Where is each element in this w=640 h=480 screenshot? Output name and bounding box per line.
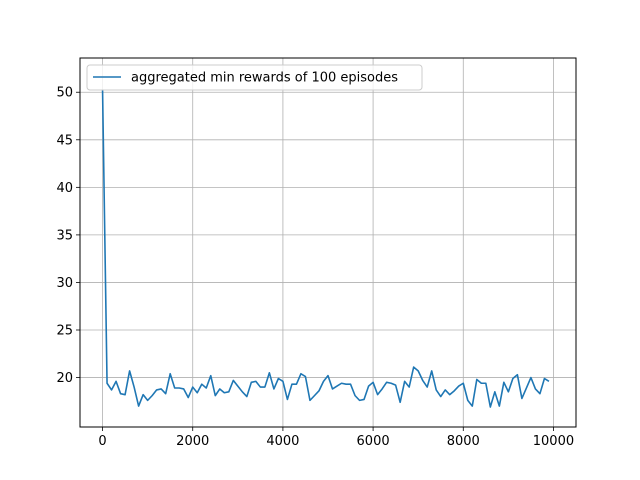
- y-tick-label: 40: [56, 181, 73, 196]
- legend-box: [86, 64, 423, 91]
- y-tick-label: 30: [56, 276, 73, 291]
- y-tick-label: 25: [56, 323, 73, 338]
- x-tick-label: 8000: [447, 434, 480, 449]
- x-tick-label: 2000: [176, 434, 209, 449]
- legend: aggregated min rewards of 100 episodes: [86, 64, 423, 91]
- y-tick-label: 50: [56, 86, 73, 101]
- y-tick-label: 45: [56, 133, 73, 148]
- x-tick-label: 4000: [266, 434, 299, 449]
- legend-label: aggregated min rewards of 100 episodes: [131, 71, 398, 86]
- x-tick-label: 10000: [533, 434, 574, 449]
- series-layer: [101, 89, 550, 408]
- x-tick-label: 0: [98, 434, 106, 449]
- series-line: [101, 89, 550, 408]
- x-tick-label: 6000: [357, 434, 390, 449]
- y-tick-label: 20: [56, 371, 73, 386]
- grid-lines: [80, 58, 576, 427]
- plot-area: [80, 58, 576, 427]
- axes-frame: [79, 57, 577, 428]
- y-tick-label: 35: [56, 228, 73, 243]
- tick-marks: 0 2000 4000 6000 8000 10000 20 25 30 35 40 45 50: [56, 86, 574, 449]
